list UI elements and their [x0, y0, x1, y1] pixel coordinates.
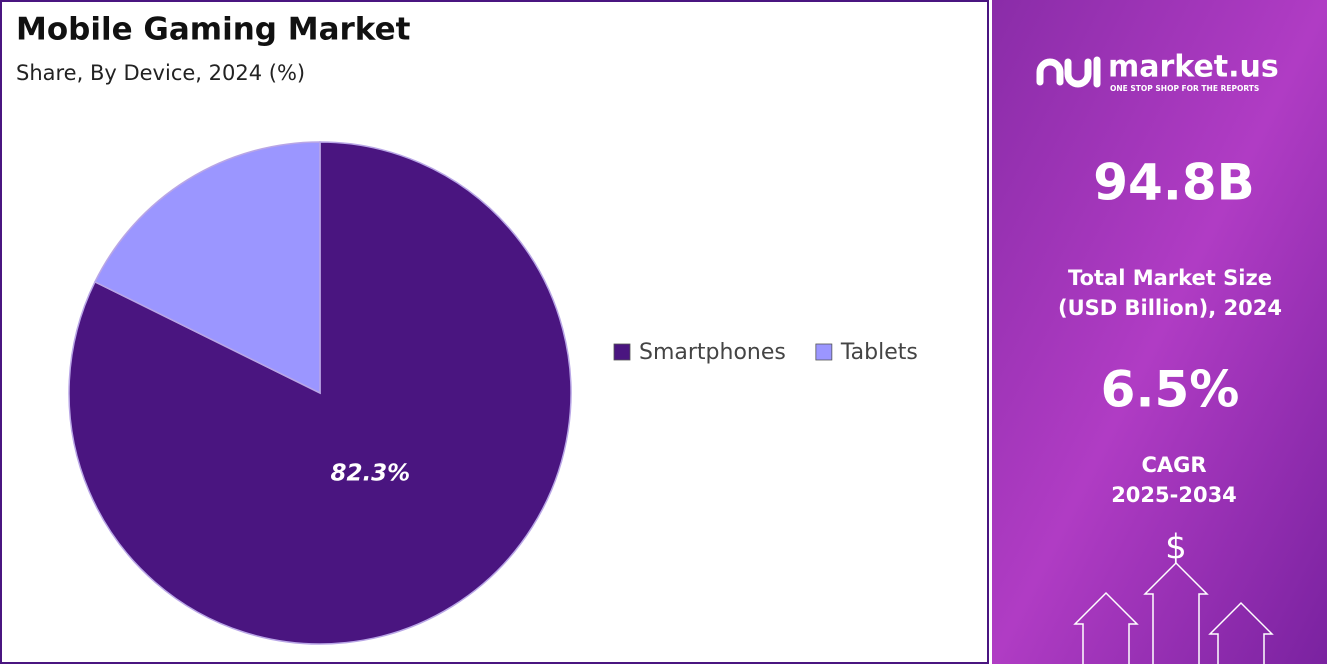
- legend-label: Smartphones: [639, 340, 786, 365]
- market-size-label: (USD Billion), 2024: [1058, 296, 1282, 320]
- pie: 82.3%: [68, 141, 572, 645]
- legend-swatch: [613, 343, 631, 361]
- legend-swatch: [815, 343, 833, 361]
- cagr-label: 2025-2034: [1111, 483, 1237, 507]
- cagr-value: 6.5%: [1101, 361, 1240, 419]
- chart-subtitle: Share, By Device, 2024 (%): [16, 61, 305, 85]
- brand-logo: [1036, 56, 1101, 88]
- dollar-icon: $: [1165, 528, 1187, 568]
- brand-tagline: ONE STOP SHOP FOR THE REPORTS: [1110, 84, 1259, 93]
- cagr-label: CAGR: [1141, 453, 1206, 477]
- side-panel: [992, 0, 1327, 664]
- growth-arrows: [1073, 561, 1274, 664]
- legend-label: Tablets: [840, 340, 918, 365]
- market-size-label: Total Market Size: [1068, 266, 1272, 290]
- chart-title: Mobile Gaming Market: [16, 12, 411, 48]
- legend: Smartphones Tablets: [613, 340, 918, 365]
- market-size: 94.8B: [1093, 154, 1254, 212]
- data-label: 82.3%: [330, 461, 410, 487]
- brand-name: market.us: [1108, 50, 1279, 85]
- pie-slice: [93, 141, 321, 395]
